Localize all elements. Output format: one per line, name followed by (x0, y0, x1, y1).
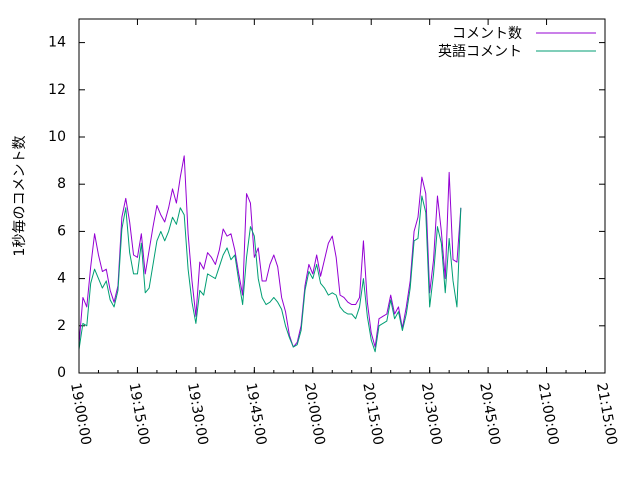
y-tick-label: 8 (57, 176, 66, 192)
legend: コメント数 英語コメント (438, 26, 596, 60)
series-line-2 (78, 195, 462, 353)
y-tick-label: 12 (48, 82, 66, 98)
legend-label-series-1: コメント数 (452, 26, 522, 42)
plot-area-border (78, 18, 606, 374)
series-line-1 (78, 155, 462, 348)
y-tick-label: 14 (48, 35, 66, 51)
y-axis-label: 1秒毎のコメント数 (12, 136, 28, 257)
y-tick-label: 0 (57, 365, 66, 381)
series-lines (78, 155, 462, 353)
legend-label-series-2: 英語コメント (438, 43, 522, 60)
axis-ticks (78, 19, 606, 374)
y-tick-label: 10 (48, 129, 66, 145)
y-tick-label: 2 (57, 318, 66, 334)
y-tick-label: 6 (57, 223, 66, 239)
y-tick-label: 4 (57, 271, 66, 287)
